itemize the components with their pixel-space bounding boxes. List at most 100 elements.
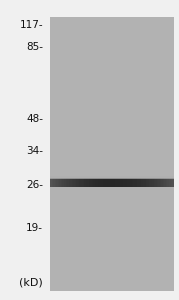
FancyBboxPatch shape — [79, 176, 81, 187]
FancyBboxPatch shape — [110, 176, 112, 187]
FancyBboxPatch shape — [50, 176, 174, 177]
FancyBboxPatch shape — [86, 176, 87, 187]
FancyBboxPatch shape — [152, 176, 154, 187]
FancyBboxPatch shape — [146, 176, 147, 187]
FancyBboxPatch shape — [135, 176, 137, 187]
FancyBboxPatch shape — [52, 176, 53, 187]
FancyBboxPatch shape — [121, 176, 123, 187]
FancyBboxPatch shape — [120, 176, 121, 187]
FancyBboxPatch shape — [96, 176, 98, 187]
FancyBboxPatch shape — [62, 176, 64, 187]
Text: 19-: 19- — [26, 223, 43, 233]
FancyBboxPatch shape — [168, 176, 169, 187]
FancyBboxPatch shape — [113, 176, 115, 187]
Text: 48-: 48- — [26, 113, 43, 124]
FancyBboxPatch shape — [104, 176, 106, 187]
FancyBboxPatch shape — [106, 176, 107, 187]
Text: 85-: 85- — [26, 41, 43, 52]
FancyBboxPatch shape — [93, 176, 95, 187]
FancyBboxPatch shape — [50, 176, 174, 178]
FancyBboxPatch shape — [87, 176, 89, 187]
FancyBboxPatch shape — [117, 176, 118, 187]
FancyBboxPatch shape — [132, 176, 134, 187]
FancyBboxPatch shape — [50, 176, 174, 177]
FancyBboxPatch shape — [109, 176, 110, 187]
FancyBboxPatch shape — [59, 176, 61, 187]
FancyBboxPatch shape — [72, 176, 73, 187]
FancyBboxPatch shape — [169, 176, 171, 187]
FancyBboxPatch shape — [115, 176, 117, 187]
FancyBboxPatch shape — [50, 176, 174, 177]
FancyBboxPatch shape — [67, 176, 69, 187]
Text: 26-: 26- — [26, 179, 43, 190]
FancyBboxPatch shape — [124, 176, 126, 187]
FancyBboxPatch shape — [50, 176, 174, 177]
FancyBboxPatch shape — [50, 176, 174, 178]
FancyBboxPatch shape — [66, 176, 67, 187]
FancyBboxPatch shape — [163, 176, 164, 187]
FancyBboxPatch shape — [103, 176, 104, 187]
FancyBboxPatch shape — [50, 176, 174, 178]
FancyBboxPatch shape — [127, 176, 129, 187]
FancyBboxPatch shape — [143, 176, 144, 187]
FancyBboxPatch shape — [92, 176, 93, 187]
FancyBboxPatch shape — [50, 176, 174, 179]
FancyBboxPatch shape — [50, 176, 174, 178]
FancyBboxPatch shape — [112, 176, 113, 187]
FancyBboxPatch shape — [73, 176, 75, 187]
FancyBboxPatch shape — [154, 176, 155, 187]
FancyBboxPatch shape — [70, 176, 72, 187]
FancyBboxPatch shape — [107, 176, 109, 187]
FancyBboxPatch shape — [50, 16, 174, 291]
Text: 117-: 117- — [19, 20, 43, 31]
FancyBboxPatch shape — [134, 176, 135, 187]
FancyBboxPatch shape — [155, 176, 157, 187]
FancyBboxPatch shape — [50, 176, 174, 177]
FancyBboxPatch shape — [53, 176, 55, 187]
FancyBboxPatch shape — [89, 176, 90, 187]
FancyBboxPatch shape — [50, 176, 174, 178]
FancyBboxPatch shape — [64, 176, 66, 187]
FancyBboxPatch shape — [160, 176, 161, 187]
FancyBboxPatch shape — [151, 176, 152, 187]
FancyBboxPatch shape — [138, 176, 140, 187]
FancyBboxPatch shape — [50, 176, 174, 177]
FancyBboxPatch shape — [69, 176, 70, 187]
FancyBboxPatch shape — [81, 176, 83, 187]
FancyBboxPatch shape — [90, 176, 92, 187]
FancyBboxPatch shape — [55, 176, 56, 187]
FancyBboxPatch shape — [50, 176, 174, 178]
FancyBboxPatch shape — [123, 176, 124, 187]
FancyBboxPatch shape — [50, 176, 174, 177]
FancyBboxPatch shape — [141, 176, 143, 187]
FancyBboxPatch shape — [76, 176, 78, 187]
FancyBboxPatch shape — [126, 176, 127, 187]
FancyBboxPatch shape — [172, 176, 174, 187]
FancyBboxPatch shape — [78, 176, 79, 187]
FancyBboxPatch shape — [130, 176, 132, 187]
FancyBboxPatch shape — [61, 176, 62, 187]
FancyBboxPatch shape — [50, 176, 174, 178]
FancyBboxPatch shape — [157, 176, 158, 187]
FancyBboxPatch shape — [158, 176, 160, 187]
FancyBboxPatch shape — [58, 176, 59, 187]
FancyBboxPatch shape — [137, 176, 138, 187]
FancyBboxPatch shape — [144, 176, 146, 187]
FancyBboxPatch shape — [84, 176, 86, 187]
FancyBboxPatch shape — [166, 176, 168, 187]
FancyBboxPatch shape — [95, 176, 96, 187]
Text: (kD): (kD) — [19, 278, 43, 287]
FancyBboxPatch shape — [83, 176, 84, 187]
FancyBboxPatch shape — [56, 176, 58, 187]
FancyBboxPatch shape — [75, 176, 76, 187]
FancyBboxPatch shape — [147, 176, 149, 187]
FancyBboxPatch shape — [140, 176, 141, 187]
FancyBboxPatch shape — [149, 176, 151, 187]
FancyBboxPatch shape — [50, 176, 52, 187]
FancyBboxPatch shape — [98, 176, 100, 187]
FancyBboxPatch shape — [50, 176, 174, 178]
FancyBboxPatch shape — [101, 176, 103, 187]
FancyBboxPatch shape — [164, 176, 166, 187]
FancyBboxPatch shape — [171, 176, 172, 187]
FancyBboxPatch shape — [129, 176, 130, 187]
